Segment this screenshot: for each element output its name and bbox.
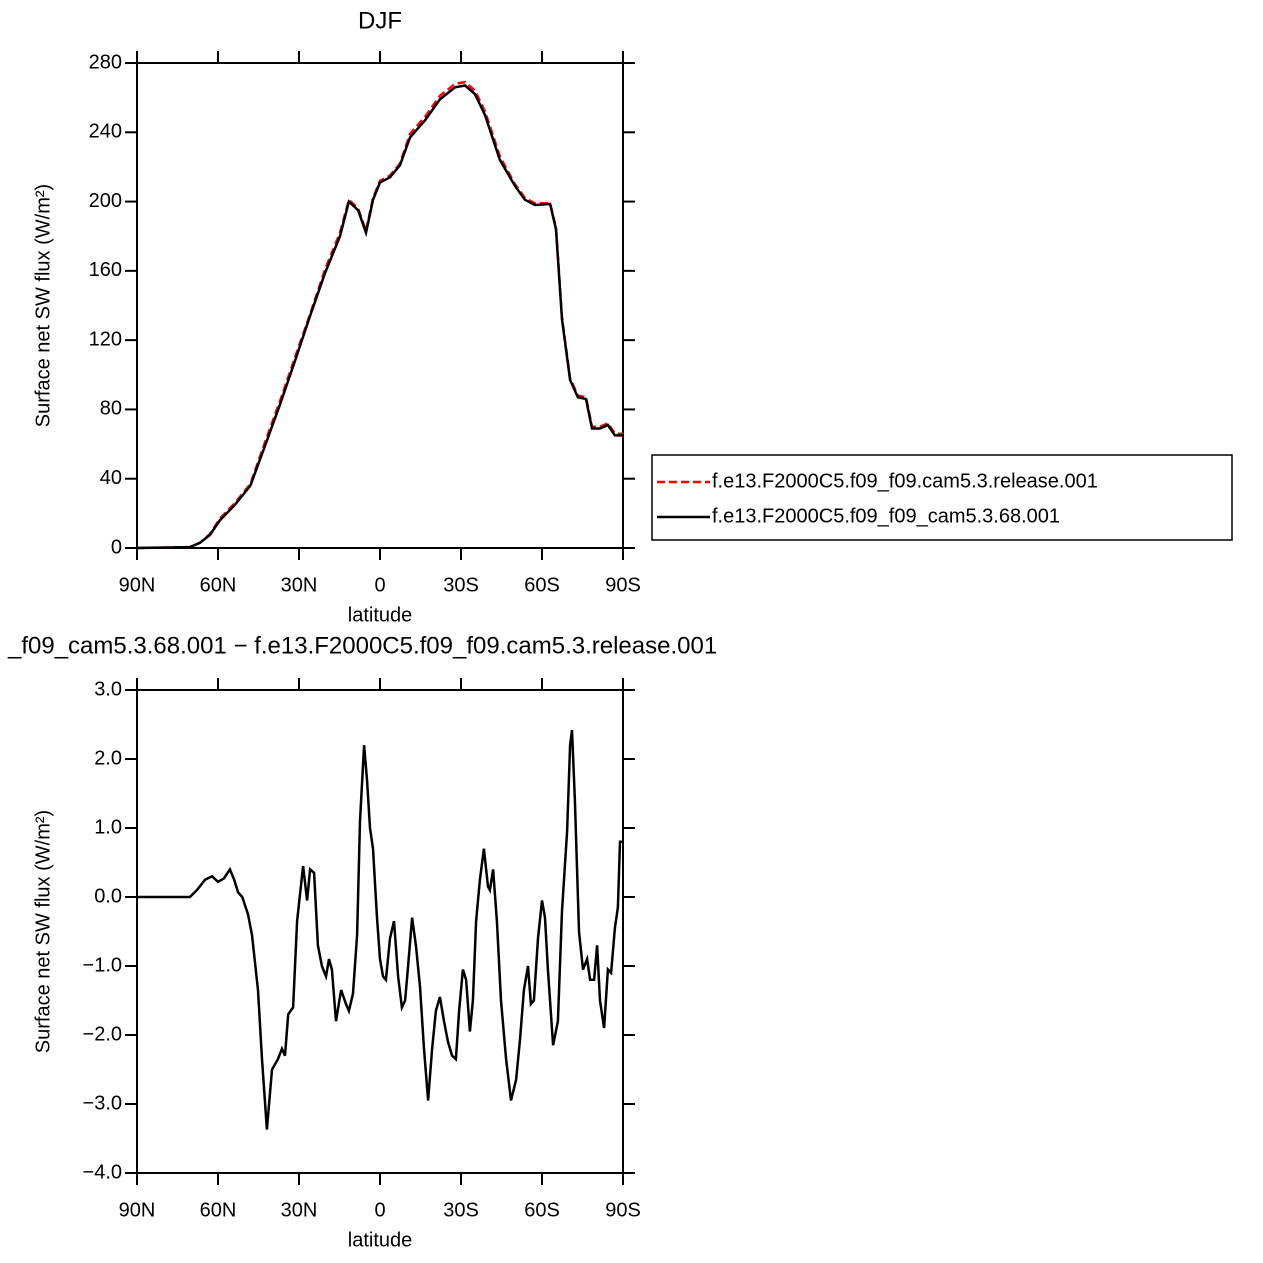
- x-tick-label: 30S: [443, 1199, 479, 1221]
- x-axis-label: latitude: [348, 1229, 413, 1251]
- y-tick-label: 120: [89, 328, 122, 350]
- legend-label: f.e13.F2000C5.f09_f09_cam5.3.68.001: [712, 505, 1060, 527]
- legend-label: f.e13.F2000C5.f09_f09.cam5.3.release.001: [712, 470, 1098, 492]
- x-tick-label: 30N: [281, 1199, 318, 1221]
- y-tick-label: 240: [89, 121, 122, 143]
- x-tick-label: 90N: [119, 1199, 156, 1221]
- plot-frame: [136, 689, 624, 1174]
- y-tick-label: 160: [89, 259, 122, 281]
- y-tick-label: 0.0: [94, 885, 122, 907]
- chart-title: _f09_cam5.3.68.001 − f.e13.F2000C5.f09_f…: [7, 632, 717, 659]
- x-tick-label: 90S: [605, 1199, 641, 1221]
- legend-box: [651, 454, 1233, 541]
- x-tick-label: 60N: [200, 1199, 237, 1221]
- x-tick-label: 30N: [281, 574, 318, 596]
- x-axis-label: latitude: [348, 604, 413, 626]
- y-tick-label: 3.0: [94, 678, 122, 700]
- x-tick-label: 0: [374, 574, 385, 596]
- y-tick-label: 2.0: [94, 747, 122, 769]
- x-tick-label: 0: [374, 1199, 385, 1221]
- x-tick-label: 90S: [605, 574, 641, 596]
- x-tick-label: 60N: [200, 574, 237, 596]
- y-tick-label: 200: [89, 190, 122, 212]
- y-axis-label: Surface net SW flux (W/m²): [32, 810, 54, 1053]
- x-tick-label: 60S: [524, 1199, 560, 1221]
- y-tick-label: −3.0: [83, 1092, 122, 1114]
- y-tick-label: 0: [111, 536, 122, 558]
- y-axis-label: Surface net SW flux (W/m²): [32, 184, 54, 427]
- y-tick-label: 40: [100, 467, 122, 489]
- x-tick-label: 60S: [524, 574, 560, 596]
- y-tick-label: 280: [89, 51, 122, 73]
- y-tick-label: 1.0: [94, 816, 122, 838]
- data-line: [136, 80, 623, 550]
- x-tick-label: 90N: [119, 574, 156, 596]
- y-tick-label: −2.0: [83, 1023, 122, 1045]
- data-line: [136, 84, 623, 550]
- y-tick-label: 80: [100, 398, 122, 420]
- plot-frame: [136, 62, 624, 549]
- x-tick-label: 30S: [443, 574, 479, 596]
- chart-title: DJF: [358, 7, 402, 34]
- data-line: [137, 729, 623, 1130]
- y-tick-label: −1.0: [83, 954, 122, 976]
- y-tick-label: −4.0: [83, 1161, 122, 1183]
